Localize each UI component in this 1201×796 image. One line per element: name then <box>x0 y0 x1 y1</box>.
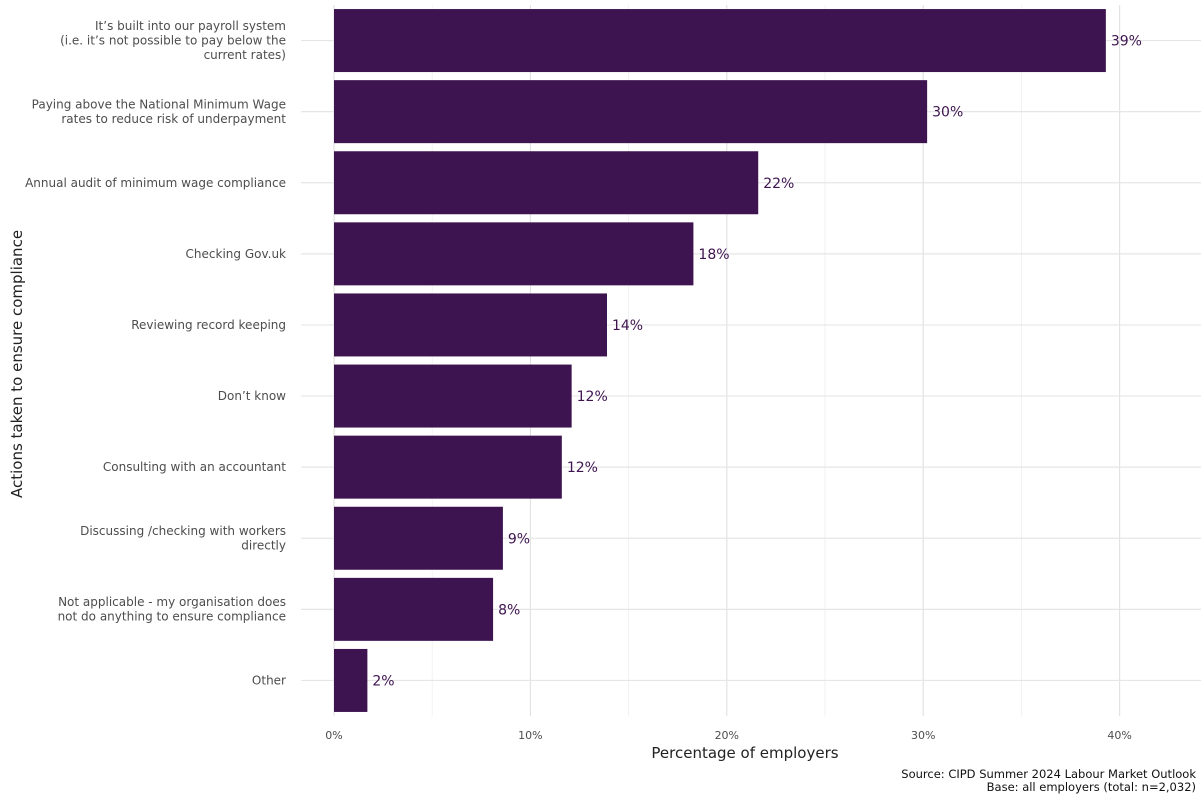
x-tick-label: 0% <box>325 729 342 742</box>
bar <box>334 435 562 499</box>
value-label: 12% <box>577 389 608 405</box>
caption-line: Source: CIPD Summer 2024 Labour Market O… <box>901 767 1196 781</box>
value-label: 39% <box>1111 34 1142 50</box>
x-tick-labels: 0% 10% 20% 30% 40% <box>325 729 1132 742</box>
value-labels: 39% 30% 22% 18% 14% 12% 12% 9% 8% 2% <box>372 34 1142 690</box>
value-label: 12% <box>567 460 598 476</box>
category-labels: It’s built into our payroll system (i.e. … <box>25 19 286 687</box>
category-label: It’s built into our payroll system (i.e. … <box>60 19 286 62</box>
bar <box>334 577 494 641</box>
bar <box>334 364 572 428</box>
category-label: Discussing /checking with workers directl… <box>80 524 286 553</box>
y-axis-title: Actions taken to ensure compliance <box>8 230 26 498</box>
category-label: Consulting with an accountant <box>103 460 286 474</box>
value-label: 14% <box>612 318 643 334</box>
x-tick-label: 40% <box>1107 729 1131 742</box>
value-label: 2% <box>372 673 394 689</box>
bar <box>334 293 607 357</box>
bar <box>334 151 759 215</box>
bar <box>334 506 503 570</box>
category-label: Annual audit of minimum wage compliance <box>25 176 286 190</box>
x-tick-label: 20% <box>715 729 739 742</box>
bars <box>334 9 1106 712</box>
value-label: 8% <box>498 602 520 618</box>
bar <box>334 648 368 712</box>
value-label: 30% <box>932 105 963 121</box>
value-label: 18% <box>698 247 729 263</box>
category-label: Other <box>252 673 286 687</box>
x-tick-label: 10% <box>518 729 542 742</box>
value-label: 9% <box>508 531 530 547</box>
category-label: Reviewing record keeping <box>131 318 286 332</box>
x-axis-title: Percentage of employers <box>651 744 838 762</box>
bar <box>334 80 928 144</box>
value-label: 22% <box>763 176 794 192</box>
category-label: Not applicable - my organisation does not… <box>58 595 286 624</box>
x-tick-label: 30% <box>911 729 935 742</box>
bar <box>334 222 694 286</box>
category-label: Checking Gov.uk <box>186 247 287 261</box>
category-label: Don’t know <box>218 389 286 403</box>
source-caption: Source: CIPD Summer 2024 Labour Market O… <box>901 767 1196 794</box>
bar <box>334 9 1106 73</box>
category-label: Paying above the National Minimum Wage ra… <box>32 97 287 126</box>
caption-line: Base: all employers (total: n=2,032) <box>987 780 1196 794</box>
